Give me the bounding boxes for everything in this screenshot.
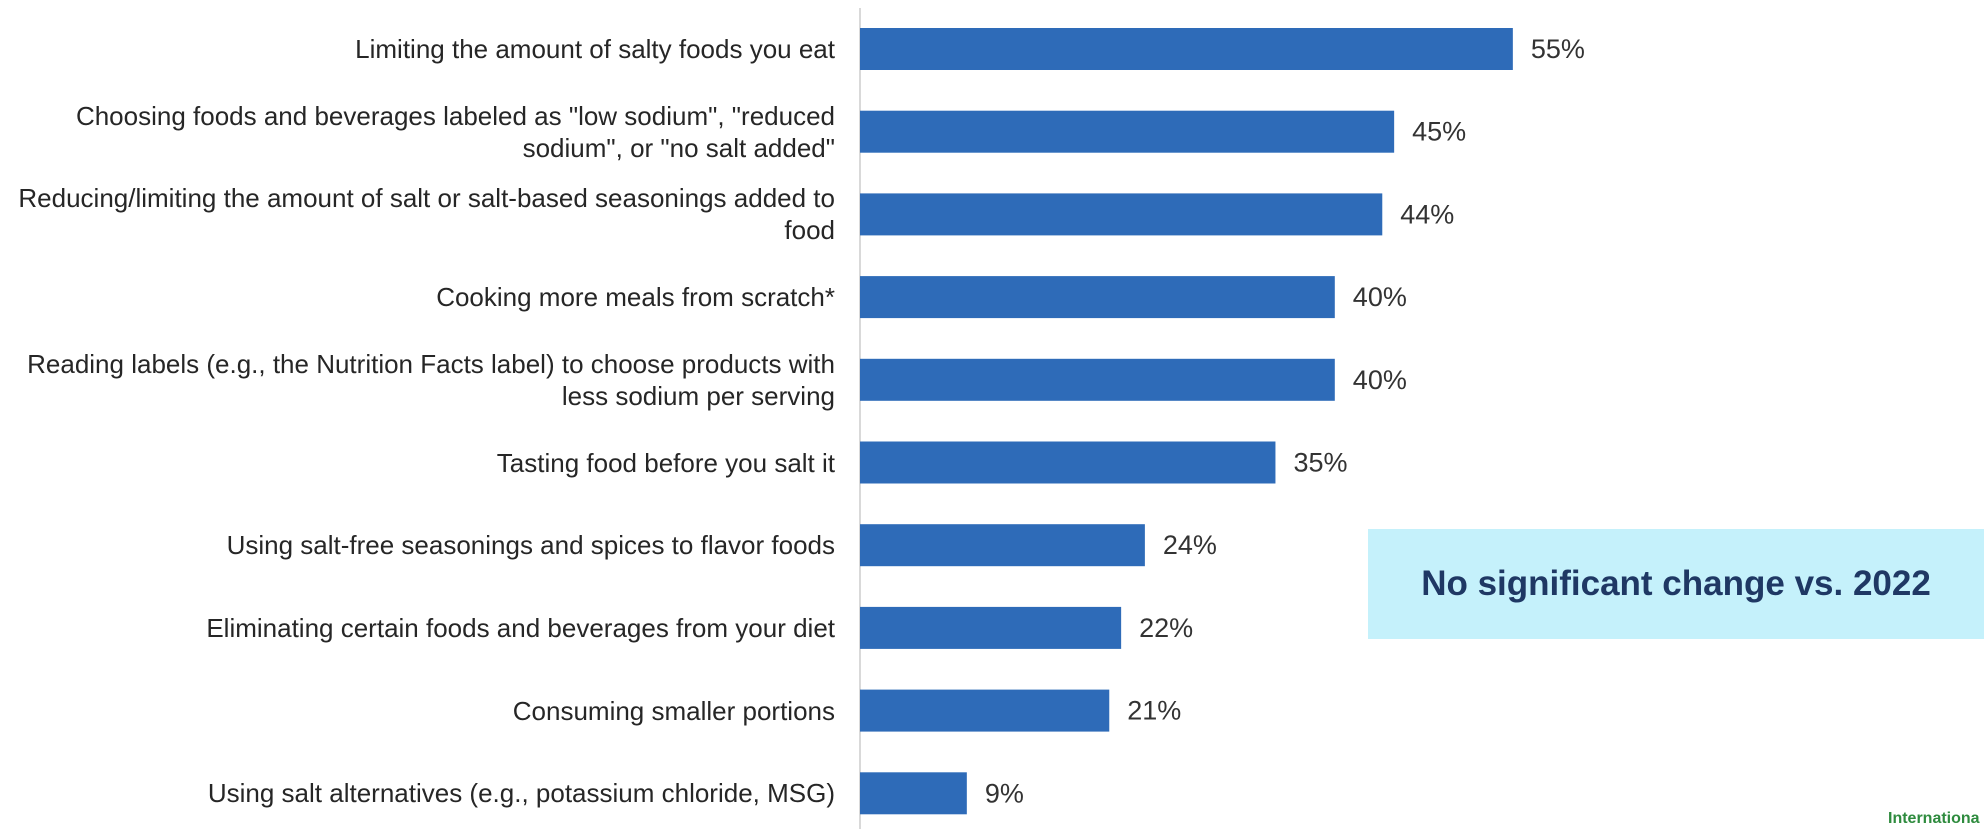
bar: [860, 276, 1335, 319]
bar: [860, 689, 1110, 732]
bar: [860, 524, 1145, 567]
category-label: Using salt alternatives (e.g., potassium…: [207, 778, 835, 809]
value-label: 40%: [1353, 282, 1407, 312]
footer: Internationa: [1888, 810, 1980, 827]
value-label: 22%: [1139, 613, 1193, 643]
category-label: Consuming smaller portions: [512, 695, 835, 726]
category-label: Reducing/limiting the amount of salt or …: [18, 183, 835, 246]
bar: [860, 110, 1395, 153]
value-label: 24%: [1163, 530, 1217, 560]
annotation: No significant change vs. 2022: [1368, 529, 1984, 639]
value-label: 35%: [1293, 448, 1347, 478]
category-label: Tasting food before you salt it: [496, 447, 835, 478]
category-label: Eliminating certain foods and beverages …: [206, 612, 835, 643]
bar: [860, 441, 1276, 484]
bar: [860, 193, 1383, 236]
bar: [860, 606, 1122, 649]
category-label: Cooking more meals from scratch*: [436, 282, 835, 313]
bar: [860, 28, 1513, 70]
category-label: Using salt-free seasonings and spices to…: [226, 530, 835, 561]
category-label: Limiting the amount of salty foods you e…: [355, 34, 835, 64]
bar: [860, 772, 967, 815]
value-label: 21%: [1127, 696, 1181, 726]
category-label: Choosing foods and beverages labeled as …: [75, 100, 835, 163]
bar: [860, 358, 1335, 401]
value-label: 55%: [1531, 34, 1585, 64]
value-label: 40%: [1353, 365, 1407, 395]
value-label: 9%: [985, 778, 1024, 808]
value-label: 45%: [1412, 117, 1466, 147]
category-label: Reading labels (e.g., the Nutrition Fact…: [27, 348, 835, 411]
value-label: 44%: [1400, 199, 1454, 229]
